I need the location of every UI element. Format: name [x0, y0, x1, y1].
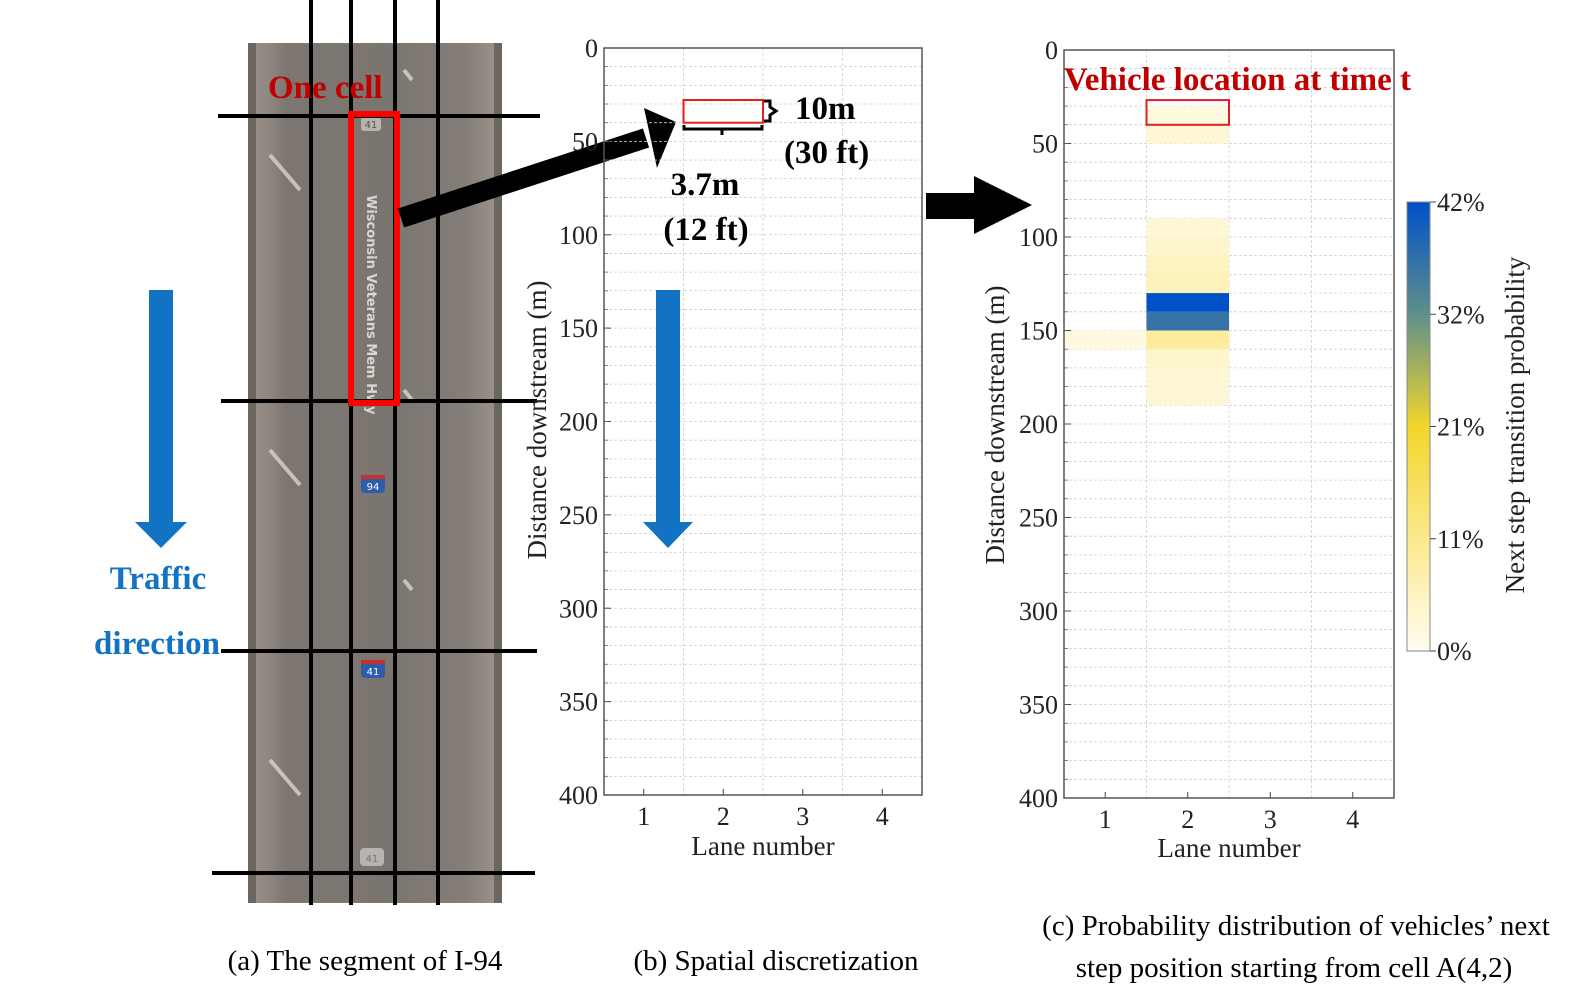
heatmap-cell [1146, 274, 1229, 294]
colorbar-tick-label: 42% [1437, 188, 1485, 217]
panel-c-ticks: 0 50 100 150 200 250 300 350 400 1 2 3 4 [1019, 36, 1359, 834]
panel-b-ytick-label: 50 [572, 127, 598, 156]
panel-c-heatmap-cells [1064, 106, 1229, 406]
panel-b-caption: (b) Spatial discretization [633, 945, 919, 977]
panel-c-caption-line2: step position starting from cell A(4,2) [1076, 952, 1513, 984]
panel-b-ytick-label: 100 [559, 221, 598, 250]
panel-b-xlabel: Lane number [691, 831, 834, 861]
dim-length-line2: (30 ft) [784, 135, 869, 171]
panel-b-ticks: 0 50 100 150 200 250 300 350 400 1 2 3 4 [559, 34, 889, 831]
shield-94: 94 [367, 482, 380, 493]
panel-b-ytick-label: 400 [559, 781, 598, 810]
panel-a-caption: (a) The segment of I-94 [228, 945, 503, 977]
dim-width-line1: 3.7m [671, 167, 740, 203]
road-shoulder-right [494, 43, 502, 903]
panel-b-ytick-label: 250 [559, 501, 598, 530]
width-brace [682, 125, 764, 135]
panel-b-ylabel: Distance downstream (m) [522, 281, 552, 560]
panel-c-title: Vehicle location at time t [1064, 62, 1411, 98]
colorbar-tick-label: 11% [1437, 525, 1484, 554]
traffic-label-line1: Traffic [110, 561, 207, 597]
road-markings [268, 68, 414, 797]
panel-c-ytick-label: 200 [1019, 410, 1058, 439]
panel-b-ytick-label: 150 [559, 314, 598, 343]
panel-c-ytick-label: 50 [1032, 130, 1058, 159]
colorbar-tick-label: 32% [1437, 300, 1485, 329]
panel-c-heatmap: 0 50 100 150 200 250 300 350 400 1 2 3 4 Lane number… [980, 36, 1395, 863]
panel-c-ytick-label: 100 [1019, 223, 1058, 252]
panel-b-xtick-label: 2 [717, 802, 730, 831]
heatmap-cell [1146, 293, 1229, 312]
colorbar-tick-label: 21% [1437, 413, 1485, 442]
heatmap-cell [1146, 255, 1229, 275]
b-to-c-arrow [926, 176, 1032, 234]
dimension-annotations: 10m (30 ft) 3.7m (12 ft) [663, 91, 869, 248]
panel-b-ytick-label: 0 [585, 34, 598, 63]
panel-b-highlight-cell [682, 99, 764, 124]
panel-c-ytick-label: 400 [1019, 784, 1058, 813]
heatmap-cell [1146, 330, 1229, 350]
colorbar-tick-label: 0% [1437, 637, 1472, 666]
panel-c-ytick-label: 300 [1019, 597, 1058, 626]
panel-c-ytick-label: 350 [1019, 691, 1058, 720]
panel-c-ytick-label: 150 [1019, 317, 1058, 346]
colorbar-ticks: 42% 32% 21% 11% 0% [1430, 188, 1485, 666]
panel-a: 41 94 41 41 Wisconsin Veterans Mem Hwy O… [94, 0, 540, 977]
panel-c-current-cell [1145, 99, 1230, 126]
highlighted-cell [348, 111, 400, 406]
heatmap-cell [1146, 311, 1229, 331]
panel-b-ytick-label: 300 [559, 594, 598, 623]
colorbar-label: Next step transition probability [1500, 256, 1530, 593]
panel-b-xtick-label: 1 [637, 802, 650, 831]
heatmap-cell [1146, 237, 1229, 256]
colorbar-gradient [1406, 201, 1431, 652]
heatmap-cell [1146, 367, 1229, 387]
heatmap-cell [1146, 106, 1229, 125]
shield-41-bottom: 41 [366, 854, 379, 865]
heatmap-cell [1146, 218, 1229, 237]
panel-b-frame [603, 47, 923, 796]
shield-41-middle: 41 [367, 667, 380, 678]
panel-b-xtick-label: 4 [876, 802, 889, 831]
highway-shields: 41 94 41 41 [360, 117, 385, 866]
panel-c-ytick-label: 0 [1045, 36, 1058, 65]
heatmap-cell [1146, 124, 1229, 144]
panel-c-ylabel: Distance downstream (m) [980, 286, 1010, 565]
colorbar: 42% 32% 21% 11% 0% Next step transition prob… [1406, 188, 1530, 666]
one-cell-label: One cell [268, 70, 383, 106]
panel-c-xtick-label: 1 [1099, 805, 1112, 834]
heatmap-cell [1064, 330, 1147, 350]
panel-c-xtick-label: 3 [1264, 805, 1277, 834]
panel-c-xtick-label: 2 [1181, 805, 1194, 834]
length-brace [764, 99, 779, 123]
panel-b-traffic-arrow [643, 290, 693, 548]
heatmap-cell [1146, 349, 1229, 368]
dim-width-line2: (12 ft) [663, 212, 748, 248]
dim-length-line1: 10m [795, 91, 856, 127]
heatmap-cell [1146, 386, 1229, 406]
road-name: Wisconsin Veterans Mem Hwy [363, 195, 378, 415]
panel-b-ytick-label: 200 [559, 408, 598, 437]
traffic-direction-arrow [135, 290, 187, 548]
panel-c-frame [1063, 49, 1395, 799]
panel-b-xtick-label: 3 [796, 802, 809, 831]
shield-41-top: 41 [365, 120, 378, 131]
panel-b-ytick-label: 350 [559, 688, 598, 717]
panel-c-xtick-label: 4 [1346, 805, 1359, 834]
panel-c-ytick-label: 250 [1019, 504, 1058, 533]
panel-c-gridlines [1064, 50, 1394, 798]
panel-b-gridlines [604, 48, 922, 795]
panel-c-xlabel: Lane number [1157, 833, 1300, 863]
panel-c-caption-line1: (c) Probability distribution of vehicles… [1042, 910, 1550, 942]
road-shoulder-left [248, 43, 256, 903]
traffic-label-line2: direction [94, 626, 220, 662]
